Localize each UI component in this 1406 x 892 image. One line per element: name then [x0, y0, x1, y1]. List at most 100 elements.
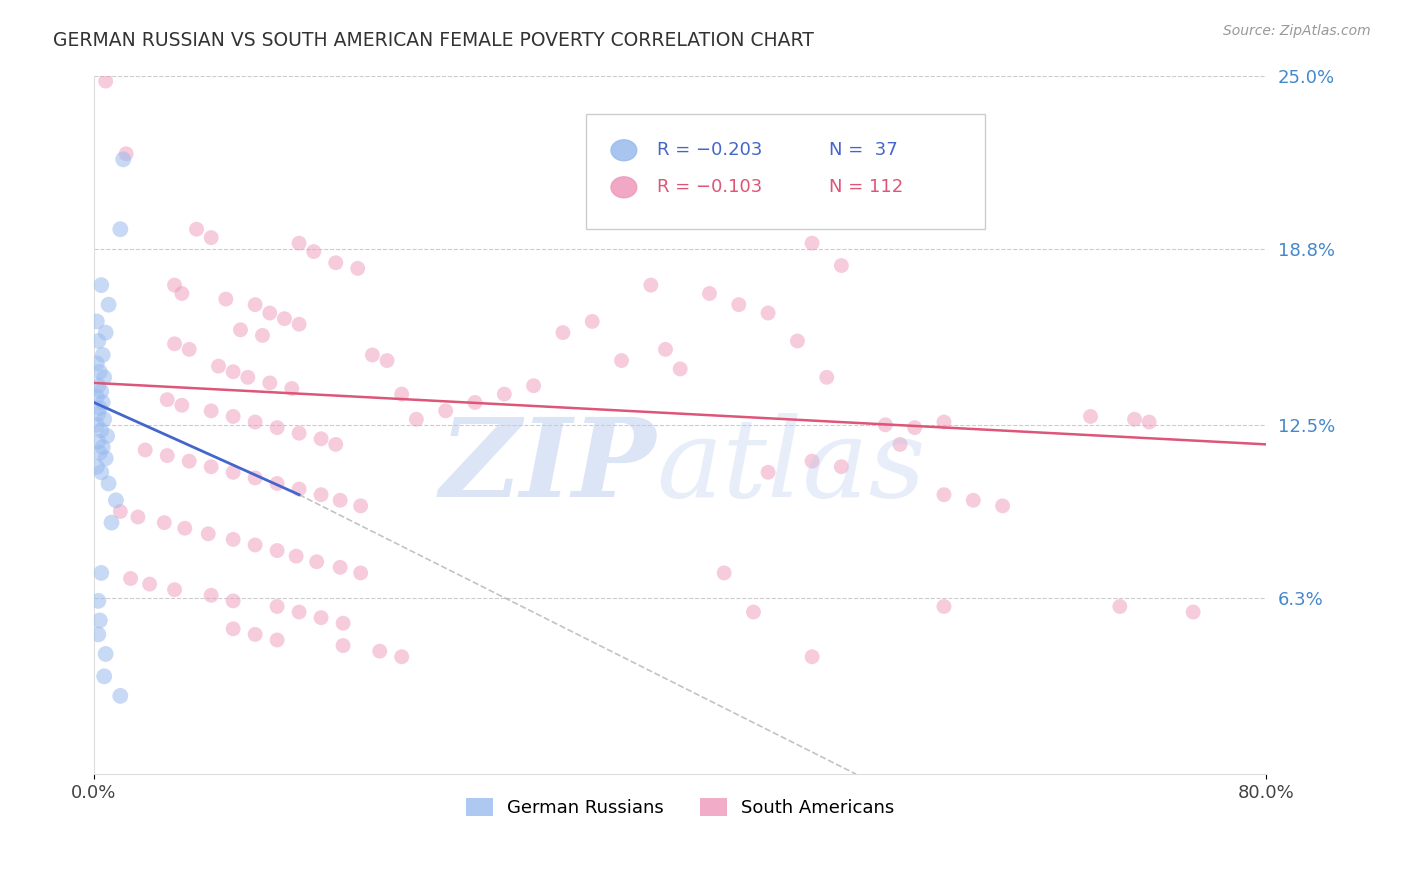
Point — [742, 605, 765, 619]
Point — [523, 378, 546, 392]
Point — [200, 588, 222, 602]
Point — [243, 471, 266, 485]
Point — [259, 376, 281, 390]
Ellipse shape — [612, 177, 637, 198]
Point — [329, 560, 352, 574]
Point — [222, 622, 245, 636]
Point — [889, 437, 911, 451]
Point — [350, 566, 373, 580]
Point — [494, 387, 516, 401]
Point — [266, 543, 288, 558]
Point — [1080, 409, 1102, 424]
Point — [207, 359, 229, 373]
Point — [875, 417, 897, 432]
Point — [86, 314, 108, 328]
Text: ZIP: ZIP — [440, 413, 657, 521]
Point — [163, 582, 186, 597]
Text: R = −0.103: R = −0.103 — [657, 178, 762, 196]
Point — [86, 390, 108, 404]
Ellipse shape — [612, 140, 637, 161]
Point — [222, 466, 245, 480]
Point — [91, 440, 114, 454]
Point — [350, 499, 373, 513]
Point — [654, 343, 676, 357]
Point — [281, 382, 304, 396]
Point — [90, 384, 112, 399]
Point — [91, 395, 114, 409]
Point — [94, 451, 117, 466]
Point — [110, 504, 132, 518]
Point — [163, 278, 186, 293]
Point — [266, 599, 288, 614]
Text: R = −0.203: R = −0.203 — [657, 141, 762, 160]
Point — [325, 437, 347, 451]
Point — [640, 278, 662, 293]
Point — [405, 412, 427, 426]
Text: Source: ZipAtlas.com: Source: ZipAtlas.com — [1223, 24, 1371, 38]
Point — [222, 594, 245, 608]
Point — [581, 314, 603, 328]
Point — [756, 466, 779, 480]
Point — [110, 222, 132, 236]
Point — [932, 599, 955, 614]
Point — [786, 334, 808, 348]
Point — [153, 516, 176, 530]
Point — [200, 230, 222, 244]
Point — [288, 426, 311, 441]
Point — [86, 459, 108, 474]
Point — [551, 326, 574, 340]
Point — [815, 370, 838, 384]
Point — [375, 353, 398, 368]
Point — [391, 649, 413, 664]
Point — [243, 538, 266, 552]
Point — [1182, 605, 1205, 619]
Point — [309, 432, 332, 446]
Point — [222, 533, 245, 547]
Point — [932, 488, 955, 502]
Point — [361, 348, 384, 362]
Point — [179, 454, 201, 468]
Point — [89, 614, 111, 628]
Point — [163, 336, 186, 351]
Point — [1108, 599, 1130, 614]
Point — [243, 415, 266, 429]
Point — [801, 236, 824, 251]
Text: GERMAN RUSSIAN VS SOUTH AMERICAN FEMALE POVERTY CORRELATION CHART: GERMAN RUSSIAN VS SOUTH AMERICAN FEMALE … — [53, 31, 814, 50]
Point — [713, 566, 735, 580]
Point — [273, 311, 295, 326]
Point — [756, 306, 779, 320]
Point — [288, 317, 311, 331]
Point — [309, 488, 332, 502]
Point — [332, 639, 354, 653]
Point — [252, 328, 274, 343]
Point — [830, 459, 852, 474]
Point — [89, 365, 111, 379]
Point — [112, 153, 135, 167]
Point — [94, 74, 117, 88]
Point — [991, 499, 1014, 513]
Point — [156, 392, 179, 407]
Point — [259, 306, 281, 320]
Legend: German Russians, South Americans: German Russians, South Americans — [458, 790, 903, 824]
Point — [179, 343, 201, 357]
Point — [229, 323, 252, 337]
Point — [368, 644, 391, 658]
Point — [243, 298, 266, 312]
Point — [197, 526, 219, 541]
Point — [90, 566, 112, 580]
Point — [215, 292, 238, 306]
Point — [170, 398, 193, 412]
Point — [86, 417, 108, 432]
Point — [391, 387, 413, 401]
Text: N =  37: N = 37 — [830, 141, 898, 160]
Point — [801, 649, 824, 664]
Point — [200, 459, 222, 474]
Point — [932, 415, 955, 429]
Point — [801, 454, 824, 468]
Point — [266, 420, 288, 434]
Point — [288, 605, 311, 619]
Text: N = 112: N = 112 — [830, 178, 903, 196]
Point — [266, 632, 288, 647]
Point — [104, 493, 127, 508]
Point — [87, 407, 110, 421]
